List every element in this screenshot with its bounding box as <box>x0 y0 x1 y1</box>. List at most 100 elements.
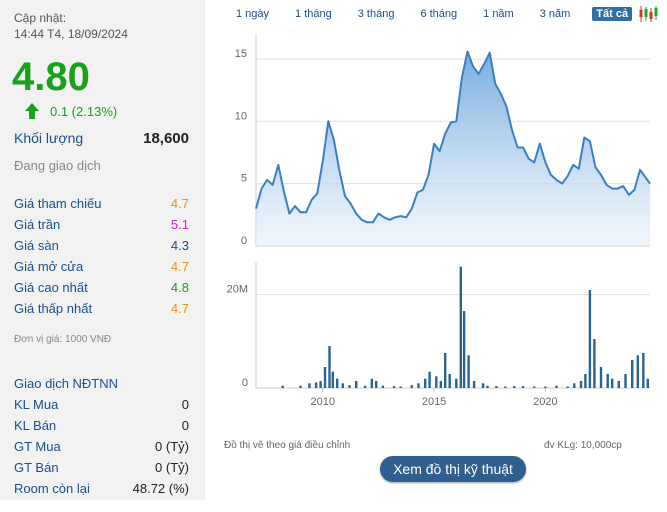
volume-bar <box>455 378 458 388</box>
x-tick-label: 2010 <box>311 396 335 405</box>
volume-bar <box>624 374 627 388</box>
volume-bar <box>593 339 596 388</box>
volume-bar <box>533 386 536 388</box>
volume-bar <box>336 378 339 388</box>
volume-bar <box>481 383 485 388</box>
price-row-label: Giá trần <box>14 217 61 232</box>
foreign-row-label: KL Mua <box>14 397 59 412</box>
foreign-row-buy-volume: KL Mua 0 <box>14 397 189 412</box>
foreign-row-value: 0 (Tỷ) <box>155 460 189 475</box>
foreign-row-room: Room còn lại 48.72 (%) <box>14 481 189 496</box>
volume-bar <box>611 378 614 388</box>
volume-bar <box>370 378 373 388</box>
volume-bar <box>308 383 311 388</box>
volume-bar <box>399 386 402 388</box>
volume-panel-frame <box>255 262 650 389</box>
price-row-reference: Giá tham chiếu 4.7 <box>14 196 189 211</box>
price-row-floor: Giá sàn 4.3 <box>14 238 189 253</box>
volume-bar <box>323 367 327 388</box>
range-selector: 1 ngày 1 tháng 3 tháng 6 tháng 1 năm 3 n… <box>232 5 658 23</box>
volume-bar <box>521 386 525 388</box>
price-row-label: Giá sàn <box>14 238 59 253</box>
volume-bar <box>642 353 645 388</box>
volume-value: 18,600 <box>143 130 189 147</box>
x-tick-label: 2015 <box>422 396 446 405</box>
range-all[interactable]: Tất cả <box>592 7 633 21</box>
x-tick-label: 2020 <box>533 396 557 405</box>
range-3-months[interactable]: 3 tháng <box>357 8 395 20</box>
volume-bar <box>410 385 413 388</box>
price-y-tick-label: 15 <box>235 48 247 60</box>
chart-note-volume-unit: đv KLg: 10,000cp <box>544 440 622 451</box>
volume-bar <box>444 353 447 388</box>
updated-label: Cập nhật: <box>14 11 67 25</box>
volume-label: Khối lượng <box>14 130 84 146</box>
volume-bar <box>636 355 639 388</box>
candlestick-icon[interactable] <box>638 5 658 23</box>
volume-bar <box>504 386 507 388</box>
volume-bar <box>486 385 489 388</box>
price-y-tick-label: 0 <box>241 235 247 247</box>
volume-bar <box>314 382 318 388</box>
volume-bar <box>459 266 462 388</box>
volume-row: Khối lượng 18,600 <box>14 130 189 147</box>
price-row-value: 5.1 <box>170 217 189 232</box>
volume-bar <box>617 381 620 388</box>
range-1-month[interactable]: 1 tháng <box>295 8 332 20</box>
volume-bar <box>299 385 302 388</box>
foreign-row-label: Room còn lại <box>14 481 90 496</box>
price-y-tick-label: 10 <box>235 110 247 122</box>
volume-bar <box>467 355 470 388</box>
foreign-row-sell-value: GT Bán 0 (Tỷ) <box>14 460 189 475</box>
price-row-ceiling: Giá trần 5.1 <box>14 217 189 232</box>
price-volume-chart[interactable]: 0 5 10 15 0 20M 2010 2015 2020 <box>222 30 652 405</box>
volume-bar <box>355 381 358 388</box>
foreign-row-value: 0 (Tỷ) <box>155 439 189 454</box>
volume-y-tick-label: 0 <box>242 377 248 389</box>
foreign-row-label: KL Bán <box>14 418 57 433</box>
price-row-label: Giá cao nhất <box>14 280 88 295</box>
range-3-years[interactable]: 3 năm <box>539 8 571 20</box>
volume-bar <box>555 385 558 388</box>
volume-bar <box>381 385 385 388</box>
volume-bar <box>573 383 576 388</box>
foreign-row-buy-value: GT Mua 0 (Tỷ) <box>14 439 189 454</box>
volume-bar <box>424 378 427 388</box>
volume-bar <box>495 386 498 388</box>
volume-bar <box>472 381 476 388</box>
foreign-row-label: GT Bán <box>14 460 59 475</box>
range-1-year[interactable]: 1 năm <box>483 8 514 20</box>
volume-bar <box>588 290 592 388</box>
foreign-row-sell-volume: KL Bán 0 <box>14 418 189 433</box>
volume-bar <box>392 386 396 388</box>
volume-bar <box>566 386 569 388</box>
volume-bar <box>417 383 420 388</box>
volume-bar <box>439 381 442 388</box>
volume-bar <box>584 374 587 388</box>
technical-chart-button[interactable]: Xem đồ thị kỹ thuật <box>380 456 526 482</box>
price-row-label: Giá tham chiếu <box>14 196 102 211</box>
current-price: 4.80 <box>12 55 90 99</box>
volume-bar <box>462 311 466 388</box>
chart-note-adjusted: Đồ thị vẽ theo giá điều chỉnh <box>224 440 351 451</box>
foreign-row-value: 48.72 (%) <box>132 481 189 496</box>
volume-bar <box>631 360 634 388</box>
updated-time: 14:44 T4, 18/09/2024 <box>14 27 128 41</box>
volume-bar <box>435 376 438 388</box>
volume-bar <box>428 371 431 388</box>
price-row-low: Giá thấp nhất 4.7 <box>14 301 189 316</box>
price-y-tick-label: 5 <box>241 173 247 185</box>
volume-bar <box>599 367 603 388</box>
price-change: 0.1 (2.13%) <box>50 104 118 119</box>
range-6-months[interactable]: 6 tháng <box>420 8 458 20</box>
volume-bar <box>341 383 344 388</box>
range-1-day[interactable]: 1 ngày <box>236 8 270 20</box>
price-row-value: 4.7 <box>170 259 189 274</box>
volume-bar <box>328 346 331 388</box>
volume-bar <box>281 385 284 388</box>
volume-bar <box>375 381 378 388</box>
price-unit-note: Đơn vị giá: 1000 VNĐ <box>14 334 112 345</box>
price-row-label: Giá mở cửa <box>14 259 84 274</box>
volume-bar <box>606 374 609 388</box>
volume-bar <box>348 385 351 388</box>
